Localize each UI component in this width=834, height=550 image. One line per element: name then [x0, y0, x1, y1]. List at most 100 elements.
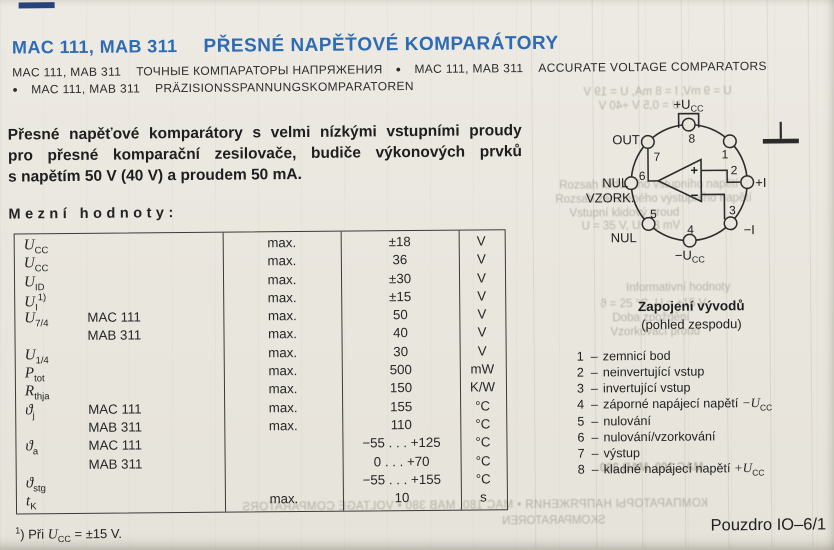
- pin-legend-item: 1– zemnicí bod: [577, 348, 772, 365]
- pin-5: [641, 216, 656, 232]
- max-label: max.: [269, 491, 299, 507]
- unit-label: V: [477, 269, 487, 286]
- opamp-triangle-icon: [656, 158, 703, 203]
- max-label: max.: [268, 344, 298, 361]
- pin-legend-number: 3: [576, 381, 585, 396]
- param-symbol: UCC: [23, 255, 49, 275]
- pin-legend-number: 7: [577, 446, 585, 461]
- label-minus-ucc: −UCC: [675, 247, 706, 264]
- pinout-caption: Zapojení vývodů (pohled zespodu): [562, 297, 820, 332]
- limit-value: 110: [390, 417, 412, 433]
- pin-number-2: 2: [731, 163, 738, 177]
- param-symbol: U7/4: [24, 310, 49, 330]
- device-type: MAC 111: [88, 401, 142, 417]
- unit-label: °C: [475, 434, 491, 450]
- limit-value: 155: [389, 398, 413, 414]
- max-label: max.: [268, 381, 298, 397]
- pin-legend-text: invertující vstup: [602, 380, 691, 395]
- limit-value: 50: [392, 307, 408, 323]
- unit-label: V: [476, 233, 486, 249]
- subtitle-model: MAC 111, MAB 311: [414, 61, 524, 77]
- output-wire: [647, 148, 659, 182]
- pin-number-5: 5: [650, 207, 657, 221]
- title-model: MAC 111, MAB 311: [11, 36, 178, 58]
- pin-legend-number: 1: [576, 349, 584, 364]
- pinout-subtitle: (pohled zespodu): [641, 316, 742, 333]
- pin-7: [640, 134, 655, 150]
- max-label: [225, 473, 343, 474]
- unit-label: °C: [475, 471, 491, 487]
- pin-8: [681, 117, 696, 132]
- footnote-post: = ±15 V.: [70, 525, 123, 542]
- pin-legend-number: 2: [576, 365, 584, 380]
- pin-legend-symbol: −UCC: [741, 395, 773, 413]
- description-line: pro přesné komparační zesilovače, budiče…: [7, 143, 523, 165]
- pin-legend-item: 3– invertující vstup: [577, 379, 772, 396]
- param-symbol: Rthja: [24, 383, 50, 403]
- limit-value: −55 . . . +125: [362, 435, 441, 451]
- max-label: max.: [268, 326, 297, 342]
- device-type: MAB 311: [87, 327, 142, 344]
- pin-legend-text: nulování: [603, 413, 651, 429]
- limit-value: 36: [392, 252, 408, 268]
- dash-separator: –: [590, 365, 598, 380]
- package-label: Pouzdro IO–6/1: [710, 515, 827, 535]
- pin-legend-item: 6– nulování/vzorkování: [577, 429, 772, 446]
- dash-separator: –: [590, 381, 599, 396]
- max-label: max.: [267, 235, 297, 251]
- pin-2: [740, 175, 755, 190]
- pin-legend-text: záporné napájecí napětí: [603, 396, 742, 412]
- unit-label: mW: [470, 361, 495, 377]
- pin-legend: 1– zemnicí bod 2– neinvertující vstup 3– inve…: [577, 348, 773, 480]
- pin-number-3: 3: [729, 203, 736, 217]
- limits-table: UCC max. ±18 V UCC max. 36 V UID max. ±30 V UI1) max.…: [13, 229, 509, 515]
- dash-separator: –: [591, 446, 599, 461]
- label-out: OUT: [612, 132, 640, 147]
- bullet-separator: ●: [12, 84, 19, 95]
- pin-4: [682, 233, 697, 248]
- subtitle-model: MAC 111, MAB 311: [31, 81, 141, 97]
- bleedthrough-text: Informativní hodnoty: [626, 281, 731, 295]
- device-type: MAC 111: [87, 309, 141, 326]
- limit-value: −55 . . . +155: [362, 471, 442, 488]
- description-paragraph: Přesné napěťové komparátory s velmi nízk…: [8, 120, 523, 187]
- unit-label: K/W: [469, 379, 496, 395]
- pin-6: [624, 176, 639, 191]
- pin-legend-item: 5– nulování: [577, 413, 772, 430]
- footnote-symbol-sub: CC: [57, 533, 71, 545]
- label-vzork: VZORK.: [586, 190, 635, 205]
- label-plus-ucc: +UCC: [673, 96, 704, 113]
- unit-label: V: [476, 251, 486, 267]
- pin-legend-text: kladné napájecí napětí: [603, 461, 735, 477]
- unit-label: °C: [475, 452, 491, 469]
- limit-value: 0 . . . +70: [373, 453, 430, 469]
- device-type: MAC 111: [88, 437, 143, 454]
- pin-number-7: 7: [654, 150, 661, 164]
- label-nul-5: NUL: [611, 230, 637, 245]
- device-type: MAB 311: [88, 455, 143, 472]
- max-label: max.: [267, 271, 297, 287]
- opamp-minus-sign: −: [691, 188, 699, 203]
- unit-label: s: [480, 489, 487, 505]
- pin-legend-number: 4: [577, 397, 585, 412]
- pin-number-6: 6: [639, 169, 646, 183]
- description-line: s napětím 50 V (40 V) a proudem 50 mA.: [8, 166, 302, 186]
- max-label: max.: [268, 363, 298, 379]
- limit-value: ±18: [388, 234, 411, 250]
- unit-label: V: [477, 343, 487, 359]
- param-symbol: ϑa: [25, 438, 39, 458]
- limit-value: 30: [393, 343, 409, 359]
- limit-value: ±15: [389, 288, 412, 305]
- pin-legend-item: 7– výstup: [577, 444, 772, 461]
- max-label: max.: [268, 399, 298, 415]
- pin-legend-number: 5: [577, 414, 585, 429]
- ground-icon: [762, 121, 799, 144]
- unit-label: °C: [475, 416, 491, 432]
- unit-label: V: [477, 324, 487, 340]
- pin-legend-item: 4– záporné napájecí napětí −UCC: [577, 395, 772, 414]
- max-label: max.: [267, 253, 297, 269]
- pin-legend-item: 2– neinvertující vstup: [577, 364, 772, 381]
- bleedthrough-text: SKOMPARATOREN: [502, 514, 606, 528]
- pin-3: [723, 216, 738, 231]
